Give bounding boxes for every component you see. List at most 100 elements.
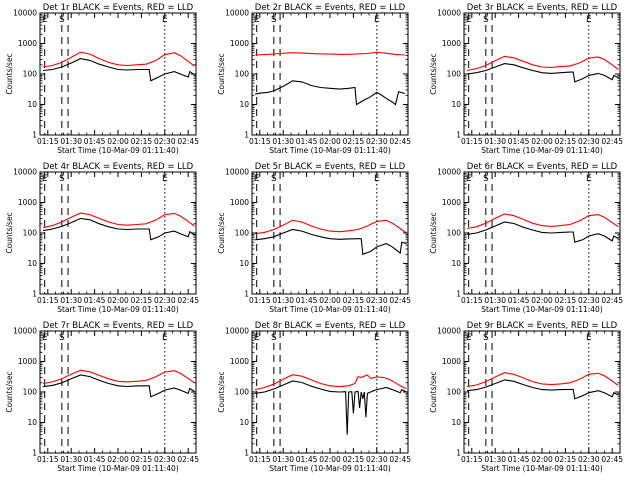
x-tick-label: 02:45 [389,455,411,464]
y-tick-label: 1000 [18,39,37,48]
x-tick-label: 01:45 [84,296,106,305]
y-axis-label: Counts/sec [5,212,14,253]
time-marker-label: E [162,333,168,343]
time-marker-label: S [59,174,65,184]
panel-det-7: Det 7r BLACK = Events, RED = LLD E S E 1 10 10… [5,321,199,473]
x-tick-label: 02:00 [319,296,341,305]
x-tick-label: 02:30 [366,137,388,146]
series-events-line [43,217,195,241]
y-tick-label: 1000 [442,198,461,207]
time-marker-label: S [271,15,277,25]
y-tick-label: 10000 [437,9,461,18]
series-lld-line [255,51,405,56]
time-marker-label: E [374,333,380,343]
x-tick-label: 01:15 [249,296,271,305]
panel-title: Det 1r BLACK = Events, RED = LLD [43,3,194,13]
y-tick-label: 10 [239,418,249,427]
x-tick-label: 02:15 [131,455,153,464]
x-tick-label: 01:30 [272,296,294,305]
y-axis-label: Counts/sec [217,53,226,94]
y-tick-label: 1000 [230,39,249,48]
x-tick-label: 01:15 [249,455,271,464]
x-tick-label: 02:00 [531,296,553,305]
x-tick-label: 02:15 [343,137,365,146]
time-marker-label: S [59,15,65,25]
x-tick-label: 02:30 [154,137,176,146]
y-tick-label: 1 [244,131,249,140]
x-axis-label: Start Time (10-Mar-09 01:11:40) [269,305,391,314]
x-tick-label: 02:30 [578,137,600,146]
time-marker-label: E [162,15,168,25]
y-axis-label: Counts/sec [429,371,438,412]
x-axis-label: Start Time (10-Mar-09 01:11:40) [481,305,603,314]
time-marker-label: E [374,15,380,25]
panel-title: Det 4r BLACK = Events, RED = LLD [43,162,194,172]
panel-det-6: Det 6r BLACK = Events, RED = LLD E S E 1 10 10… [429,162,623,314]
x-tick-label: 02:30 [366,455,388,464]
y-tick-label: 100 [235,388,250,397]
plot-frame [463,330,621,454]
y-tick-label: 10 [27,418,37,427]
x-tick-label: 01:45 [296,296,318,305]
x-axis-label: Start Time (10-Mar-09 01:11:40) [57,146,179,155]
x-tick-label: 02:00 [107,137,129,146]
plot-frame [251,171,409,295]
x-tick-label: 02:00 [107,296,129,305]
series-lld-line [255,219,407,235]
time-marker-label: E [466,333,472,343]
y-tick-label: 1000 [18,198,37,207]
series-lld-line [254,374,407,391]
x-tick-label: 01:30 [60,455,82,464]
time-marker-label: E [374,174,380,184]
y-tick-label: 100 [235,229,250,238]
x-tick-label: 02:15 [131,137,153,146]
x-tick-label: 01:30 [60,296,82,305]
time-marker-label: S [483,15,489,25]
time-marker-label: E [42,15,48,25]
y-tick-label: 10000 [225,327,249,336]
x-tick-label: 02:45 [177,137,199,146]
x-tick-label: 02:15 [555,137,577,146]
time-marker-label: E [586,15,592,25]
time-marker-label: E [254,174,260,184]
panel-title: Det 2r BLACK = Events, RED = LLD [255,3,406,13]
x-tick-label: 02:45 [601,296,623,305]
time-marker-label: E [586,333,592,343]
y-tick-label: 10 [451,418,461,427]
x-axis-label: Start Time (10-Mar-09 01:11:40) [269,464,391,473]
x-tick-label: 02:15 [131,296,153,305]
x-tick-label: 02:45 [389,137,411,146]
x-tick-label: 02:00 [319,137,341,146]
plot-frame [39,12,197,136]
series-events-line [467,221,619,243]
y-tick-label: 100 [23,229,38,238]
x-tick-label: 02:00 [319,455,341,464]
x-tick-label: 01:45 [508,455,530,464]
x-axis-label: Start Time (10-Mar-09 01:11:40) [57,464,179,473]
x-tick-label: 01:30 [60,137,82,146]
y-tick-label: 100 [447,229,462,238]
series-events-line [43,58,195,82]
x-tick-label: 02:15 [555,455,577,464]
y-tick-label: 1 [456,131,461,140]
panel-det-4: Det 4r BLACK = Events, RED = LLD E S E 1 10 10… [5,162,199,314]
y-tick-label: 10 [451,259,461,268]
y-tick-label: 10 [451,100,461,109]
panel-title: Det 6r BLACK = Events, RED = LLD [467,162,618,172]
y-tick-label: 10 [27,100,37,109]
x-tick-label: 01:45 [84,137,106,146]
panel-det-5: Det 5r BLACK = Events, RED = LLD E S E 1 10 10… [217,162,411,314]
x-tick-label: 02:45 [601,455,623,464]
y-tick-label: 1 [32,449,37,458]
x-axis-label: Start Time (10-Mar-09 01:11:40) [481,146,603,155]
x-tick-label: 01:15 [461,455,483,464]
panel-det-1: Det 1r BLACK = Events, RED = LLD E S E 1 10 10… [5,3,199,155]
panel-det-8: Det 8r BLACK = Events, RED = LLD E S E 1 10 10… [217,321,411,473]
time-marker-label: S [59,333,65,343]
series-lld-line [43,51,195,68]
x-tick-label: 01:15 [249,137,271,146]
time-marker-label: S [271,333,277,343]
series-lld-line [42,212,195,229]
series-lld-line [466,55,619,72]
panel-title: Det 8r BLACK = Events, RED = LLD [255,321,406,331]
